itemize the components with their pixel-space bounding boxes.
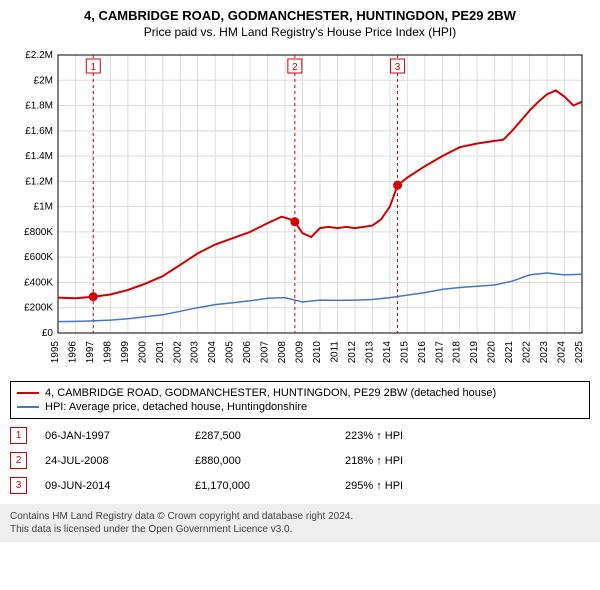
svg-text:£400K: £400K <box>24 277 53 288</box>
svg-text:£1M: £1M <box>34 202 53 213</box>
page-root: 4, CAMBRIDGE ROAD, GODMANCHESTER, HUNTIN… <box>0 0 600 542</box>
svg-text:2010: 2010 <box>312 341 323 364</box>
svg-text:2006: 2006 <box>242 341 253 364</box>
svg-text:2014: 2014 <box>382 341 393 364</box>
sale-date: 06-JAN-1997 <box>45 430 195 442</box>
svg-text:2011: 2011 <box>329 341 340 363</box>
svg-text:2022: 2022 <box>522 341 533 364</box>
legend-label: 4, CAMBRIDGE ROAD, GODMANCHESTER, HUNTIN… <box>45 387 496 399</box>
svg-text:£1.8M: £1.8M <box>25 101 53 112</box>
svg-text:2: 2 <box>292 62 298 73</box>
license-footer: Contains HM Land Registry data © Crown c… <box>0 504 600 542</box>
sale-date: 24-JUL-2008 <box>45 455 195 467</box>
chart-area: £0 £200K £400K £600K £800K £1M £1.2M £1.4M £1.6M… <box>10 45 590 375</box>
legend-swatch <box>17 392 39 394</box>
sale-price: £880,000 <box>195 455 345 467</box>
svg-text:£600K: £600K <box>24 252 53 263</box>
svg-text:1995: 1995 <box>50 341 61 364</box>
svg-text:3: 3 <box>395 62 401 73</box>
svg-text:2000: 2000 <box>137 341 148 364</box>
table-row: 2 24-JUL-2008 £880,000 218% ↑ HPI <box>10 448 590 473</box>
sale-hpi: 295% ↑ HPI <box>345 480 590 492</box>
table-row: 1 06-JAN-1997 £287,500 223% ↑ HPI <box>10 423 590 448</box>
footer-line-2: This data is licensed under the Open Gov… <box>10 523 590 536</box>
legend-label: HPI: Average price, detached house, Hunt… <box>45 401 307 413</box>
chart-svg: £0 £200K £400K £600K £800K £1M £1.2M £1.4M £1.6M… <box>10 45 590 375</box>
sales-table: 1 06-JAN-1997 £287,500 223% ↑ HPI 2 24-J… <box>10 423 590 498</box>
svg-text:2015: 2015 <box>399 341 410 364</box>
legend-swatch <box>17 406 39 408</box>
svg-text:£2M: £2M <box>34 75 53 86</box>
svg-text:£1.2M: £1.2M <box>25 176 53 187</box>
svg-text:2007: 2007 <box>260 341 271 364</box>
sale-marker-badge: 3 <box>10 477 27 494</box>
svg-text:2018: 2018 <box>452 341 463 364</box>
legend: 4, CAMBRIDGE ROAD, GODMANCHESTER, HUNTIN… <box>10 381 590 419</box>
svg-text:2005: 2005 <box>225 341 236 364</box>
svg-text:2008: 2008 <box>277 341 288 364</box>
sale-date: 09-JUN-2014 <box>45 480 195 492</box>
sale-hpi: 223% ↑ HPI <box>345 430 590 442</box>
title-line-1: 4, CAMBRIDGE ROAD, GODMANCHESTER, HUNTIN… <box>10 8 590 23</box>
legend-row: HPI: Average price, detached house, Hunt… <box>17 400 583 414</box>
svg-text:1997: 1997 <box>85 341 96 364</box>
svg-text:2012: 2012 <box>347 341 358 364</box>
footer-line-1: Contains HM Land Registry data © Crown c… <box>10 510 590 523</box>
svg-text:1: 1 <box>91 62 97 73</box>
sale-price: £287,500 <box>195 430 345 442</box>
svg-text:2003: 2003 <box>190 341 201 364</box>
svg-text:2013: 2013 <box>364 341 375 364</box>
svg-text:1996: 1996 <box>67 341 78 364</box>
svg-text:2016: 2016 <box>417 341 428 364</box>
svg-text:£2.2M: £2.2M <box>25 50 53 61</box>
svg-text:2001: 2001 <box>155 341 166 364</box>
svg-text:2009: 2009 <box>295 341 306 364</box>
svg-text:2023: 2023 <box>539 341 550 364</box>
svg-text:£800K: £800K <box>24 227 53 238</box>
svg-text:1998: 1998 <box>102 341 113 364</box>
chart-titles: 4, CAMBRIDGE ROAD, GODMANCHESTER, HUNTIN… <box>0 0 600 45</box>
table-row: 3 09-JUN-2014 £1,170,000 295% ↑ HPI <box>10 473 590 498</box>
svg-text:2024: 2024 <box>557 341 568 364</box>
svg-text:2019: 2019 <box>469 341 480 364</box>
svg-text:£0: £0 <box>42 328 54 339</box>
svg-text:1999: 1999 <box>120 341 131 364</box>
sale-hpi: 218% ↑ HPI <box>345 455 590 467</box>
svg-text:2017: 2017 <box>434 341 445 364</box>
sale-price: £1,170,000 <box>195 480 345 492</box>
svg-text:£1.6M: £1.6M <box>25 126 53 137</box>
legend-row: 4, CAMBRIDGE ROAD, GODMANCHESTER, HUNTIN… <box>17 386 583 400</box>
sale-marker-badge: 2 <box>10 452 27 469</box>
svg-text:2021: 2021 <box>504 341 515 364</box>
svg-text:£200K: £200K <box>24 303 53 314</box>
svg-text:2025: 2025 <box>574 341 585 364</box>
sale-marker-badge: 1 <box>10 427 27 444</box>
svg-text:2004: 2004 <box>207 341 218 364</box>
svg-text:£1.4M: £1.4M <box>25 151 53 162</box>
svg-text:2020: 2020 <box>487 341 498 364</box>
svg-text:2002: 2002 <box>172 341 183 364</box>
title-line-2: Price paid vs. HM Land Registry's House … <box>10 25 590 39</box>
